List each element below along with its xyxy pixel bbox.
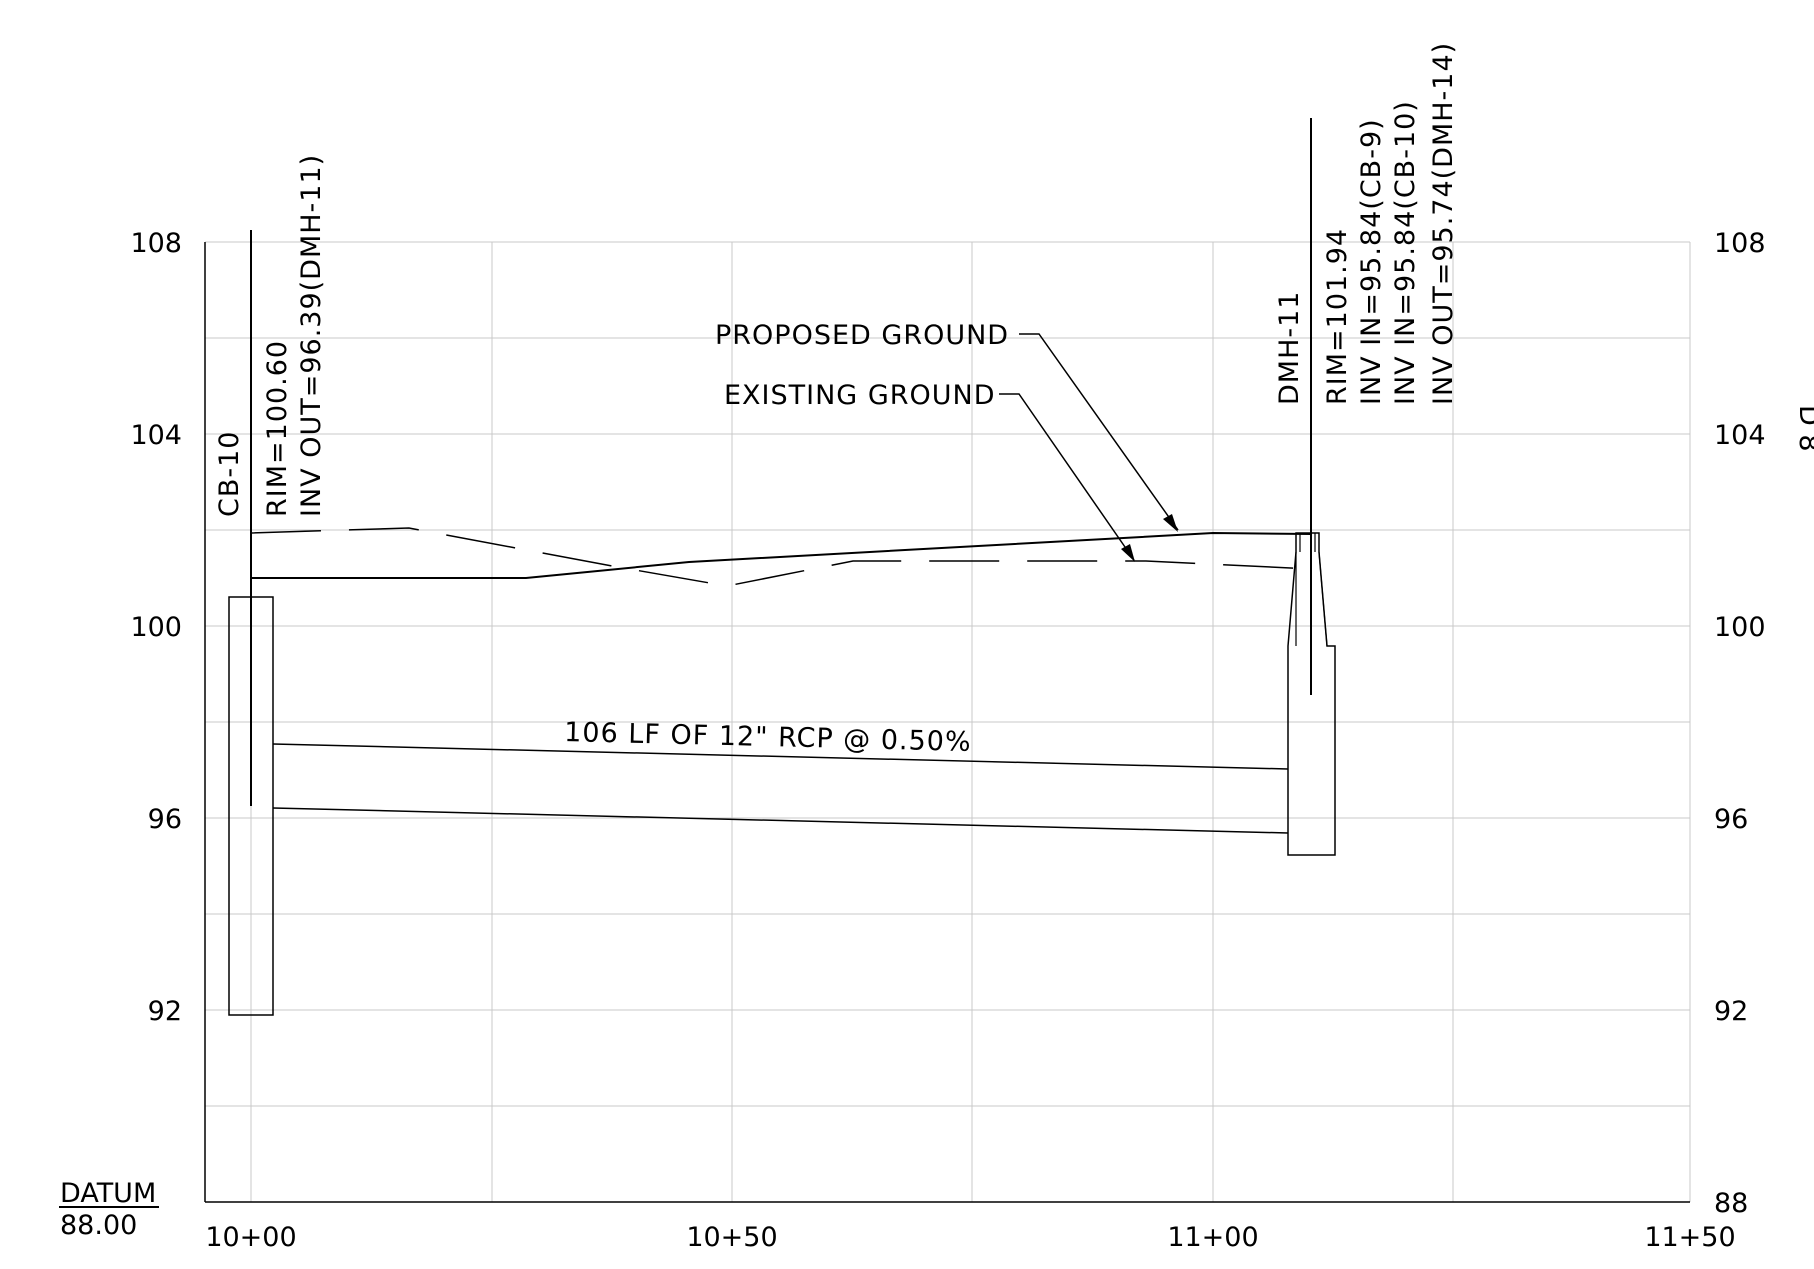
x-tick: 10+50: [686, 1222, 777, 1253]
cb-10-structure: CB-10 RIM=100.60 INV OUT=96.39(DMH-11): [214, 154, 327, 1016]
right-edge-fragment: D 8: [1793, 405, 1814, 452]
dmh-11-outline: [1287, 532, 1336, 856]
proposed-ground-leader: [1019, 333, 1179, 531]
pipe-label: 106 LF OF 12" RCP @ 0.50%: [564, 717, 972, 758]
y-tick-left: 96: [148, 804, 182, 835]
dmh-11-inv-in-1: INV IN=95.84(CB-9): [1356, 118, 1387, 405]
x-axis-labels: 10+00 10+50 11+00 11+50: [205, 1222, 1735, 1253]
existing-ground-label: EXISTING GROUND: [724, 380, 996, 411]
y-tick-right: 104: [1714, 420, 1766, 451]
y-tick-left: 92: [148, 996, 182, 1027]
cb-10-name: CB-10: [214, 431, 245, 517]
y-tick-left: 100: [130, 612, 182, 643]
x-tick: 11+00: [1167, 1222, 1258, 1253]
y-tick-right: 96: [1714, 804, 1748, 835]
proposed-ground-label: PROPOSED GROUND: [715, 320, 1009, 351]
y-axis-left-labels: 108 104 100 96 92: [130, 228, 182, 1027]
y-tick-left: 104: [130, 420, 182, 451]
ground-leaders: PROPOSED GROUND EXISTING GROUND: [715, 320, 1179, 562]
proposed-ground-arrowhead: [1163, 514, 1178, 532]
existing-ground-leader: [999, 393, 1135, 561]
y-axis-right-labels: 108 104 100 96 92 88: [1714, 228, 1766, 1219]
datum-label: DATUM: [60, 1178, 156, 1209]
dmh-11-name: DMH-11: [1274, 291, 1305, 406]
existing-ground-arrowhead: [1121, 544, 1135, 562]
y-tick-right: 108: [1714, 228, 1766, 259]
datum-value: 88.00: [60, 1210, 137, 1241]
proposed-ground-line: [251, 531, 1312, 579]
y-tick-right: 92: [1714, 996, 1748, 1027]
x-tick: 10+00: [205, 1222, 296, 1253]
pipe-crown: [272, 743, 1289, 770]
y-tick-right: 100: [1714, 612, 1766, 643]
cb-10-rim: RIM=100.60: [262, 340, 293, 517]
y-tick-left: 108: [130, 228, 182, 259]
dmh-11-rim: RIM=101.94: [1322, 228, 1353, 405]
y-tick-right: 88: [1714, 1188, 1748, 1219]
pipe: 106 LF OF 12" RCP @ 0.50%: [272, 717, 1289, 834]
existing-ground-line: [250, 527, 1312, 587]
x-tick: 11+50: [1644, 1222, 1735, 1253]
dmh-11-structure: DMH-11 RIM=101.94 INV IN=95.84(CB-9) INV…: [1274, 42, 1459, 856]
cb-10-inv-out: INV OUT=96.39(DMH-11): [296, 154, 327, 517]
dmh-11-inner: [1295, 533, 1328, 647]
datum: DATUM 88.00: [59, 1178, 159, 1241]
pipe-invert: [272, 807, 1289, 834]
dmh-11-inv-out: INV OUT=95.74(DMH-14): [1428, 42, 1459, 405]
dmh-11-inv-in-2: INV IN=95.84(CB-10): [1390, 100, 1421, 405]
